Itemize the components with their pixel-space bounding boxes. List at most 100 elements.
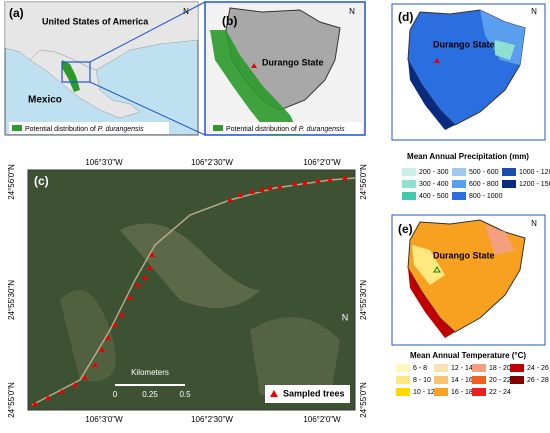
- legend-swatch: [472, 376, 486, 384]
- legend-label: 22 - 24: [489, 389, 511, 396]
- legend-label: 8 - 10: [413, 377, 431, 384]
- inset-line: [89, 1, 206, 63]
- legend-swatch: [434, 364, 448, 372]
- legend-swatch: [12, 125, 22, 131]
- north-arrow: N: [531, 219, 537, 228]
- tick-label: 106°2'30"W: [191, 158, 233, 167]
- tick-label: 106°2'0"W: [303, 415, 341, 424]
- label: (a): [9, 6, 24, 20]
- tick-label: 24°55'30"N: [359, 280, 368, 320]
- legend-swatch: [396, 364, 410, 372]
- label: United States of America: [42, 16, 149, 26]
- legend-swatch: [472, 388, 486, 396]
- temp-zone: [408, 268, 455, 338]
- legend-box: [210, 122, 362, 134]
- legend-label: Potential distribution of P. durangensis: [25, 126, 144, 133]
- legend-swatch: [402, 192, 416, 200]
- label: Mexico: [28, 95, 62, 106]
- tree-marker: [112, 322, 118, 327]
- legend-label: 26 - 28: [527, 377, 549, 384]
- tick-label: 24°55'0"N: [7, 382, 16, 418]
- label: (d): [398, 10, 413, 24]
- north-arrow: N: [183, 7, 189, 16]
- tree-marker: [105, 335, 111, 340]
- legend-label: 400 - 500: [419, 193, 449, 200]
- tree-marker: [45, 395, 51, 400]
- legend-label: 24 - 26: [527, 365, 549, 372]
- land-mexico: [29, 49, 141, 119]
- scale-label: 0: [113, 390, 118, 399]
- legend-swatch: [502, 168, 516, 176]
- tree-marker: [302, 180, 308, 185]
- precip-zone: [495, 40, 515, 60]
- legend-label: 14 - 16: [451, 377, 473, 384]
- north-arrow: N: [342, 312, 349, 322]
- tick-label: 106°2'0"W: [303, 158, 341, 167]
- scale-label: 0.5: [179, 390, 191, 399]
- distribution: [62, 60, 80, 92]
- site-marker: [433, 266, 441, 273]
- legend-box: [265, 385, 350, 403]
- temp-zone: [485, 225, 515, 255]
- legend-swatch: [452, 168, 466, 176]
- label: (b): [222, 14, 237, 28]
- temp-zone: [412, 245, 445, 285]
- species: P. durangensis: [299, 126, 345, 133]
- tree-marker: [147, 265, 153, 270]
- label: Durango State: [433, 39, 495, 49]
- legend-label: 20 - 22: [489, 377, 511, 384]
- legend-label: 16 - 18: [451, 389, 473, 396]
- tick-label: 24°56'0"N: [359, 164, 368, 200]
- label: (c): [34, 174, 49, 188]
- legend-label: Potential distribution of P. durangensis: [226, 126, 345, 133]
- legend-label: 6 - 8: [413, 365, 427, 372]
- label: (e): [398, 222, 413, 236]
- legend-swatch: [452, 192, 466, 200]
- north-arrow: N: [349, 7, 355, 16]
- site-marker: [251, 63, 257, 68]
- site-marker: [434, 58, 440, 63]
- legend-swatch: [402, 180, 416, 188]
- tick-label: 106°3'0"W: [85, 158, 123, 167]
- legend-text: Potential distribution of: [226, 126, 297, 133]
- legend-label: 10 - 12: [413, 389, 435, 396]
- tree-marker: [142, 275, 148, 280]
- label: Durango State: [433, 250, 495, 260]
- inset-line: [89, 81, 206, 136]
- tree-marker: [292, 181, 298, 186]
- tick-label: 106°3'0"W: [85, 415, 123, 424]
- inset-box: [61, 61, 91, 83]
- tree-marker: [149, 252, 155, 257]
- species: P. durangensis: [98, 126, 144, 133]
- tick-label: 24°56'0"N: [7, 164, 16, 200]
- tree-points: [32, 175, 348, 406]
- legend-swatch: [213, 125, 223, 131]
- legend-swatch: [502, 180, 516, 188]
- road: [31, 177, 356, 406]
- tree-marker: [119, 312, 125, 317]
- tree-marker: [267, 185, 273, 190]
- legend-swatch: [402, 168, 416, 176]
- legend-label: 600 - 800: [469, 181, 499, 188]
- legend-label: 200 - 300: [419, 169, 449, 176]
- legend-swatch: [434, 376, 448, 384]
- tree-marker: [99, 347, 105, 352]
- tree-marker: [237, 192, 243, 197]
- legend-box: [9, 122, 169, 134]
- tree-marker: [92, 362, 98, 367]
- legend-swatch: [396, 376, 410, 384]
- tree-marker: [135, 282, 141, 287]
- legend-text: Potential distribution of: [25, 126, 96, 133]
- legend-label: 1000 - 1200: [519, 169, 550, 176]
- legend-label: 1200 - 1500: [519, 181, 550, 188]
- terrain: [60, 290, 116, 382]
- tree-marker: [127, 295, 133, 300]
- tick-label: 24°55'0"N: [359, 382, 368, 418]
- tree-marker: [227, 197, 233, 202]
- legend-label: 18 - 20: [489, 365, 511, 372]
- legend-swatch: [434, 388, 448, 396]
- legend-label: 800 - 1000: [469, 193, 503, 200]
- tree-marker: [315, 178, 321, 183]
- legend-marker: [270, 390, 278, 397]
